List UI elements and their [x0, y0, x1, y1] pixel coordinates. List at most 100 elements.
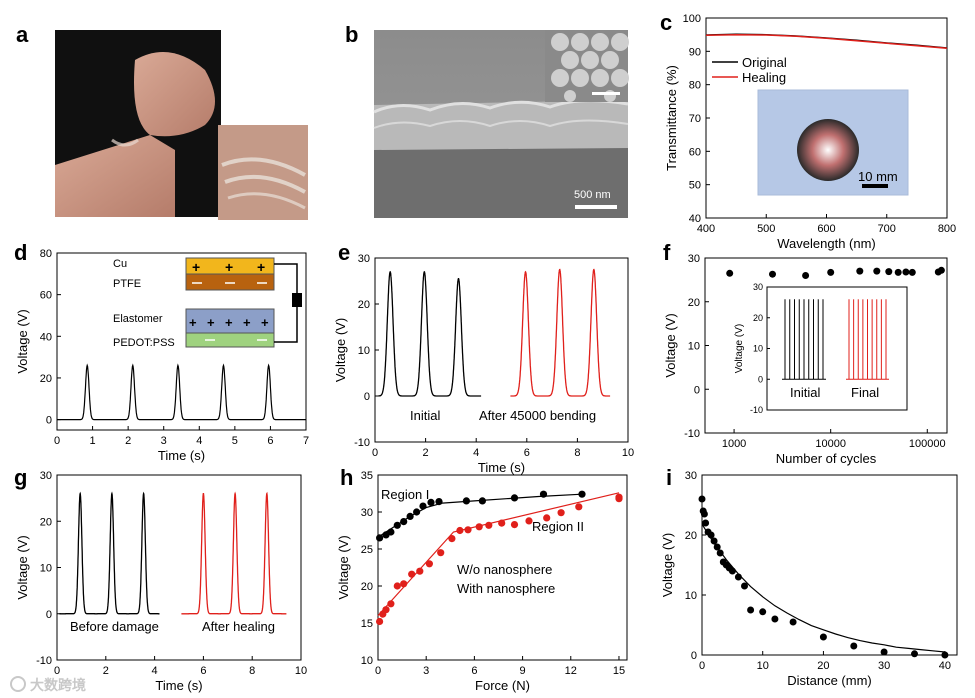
- panel-h-with-nanosphere-point: [376, 617, 384, 626]
- panel-h-with-nanosphere-point: [543, 514, 551, 522]
- panel-d-schematic-pedot-layer: [185, 332, 275, 348]
- panel-f-inset-y-tick-label: 0: [758, 374, 763, 384]
- panel-i-data-point: [710, 537, 718, 545]
- panel-d-plus-sign: +: [261, 315, 269, 330]
- panel-i-y-tick-label: 10: [685, 590, 697, 602]
- panel-i-data-point: [771, 615, 779, 623]
- panel-label-g: g: [14, 465, 27, 490]
- panel-e-y-tick-label: -10: [354, 437, 370, 449]
- panel-d-y-tick-label: 60: [40, 290, 52, 302]
- panel-c-chart: 400 500 600 700 800 40 50 60 70 80 90 100 Wavelength…: [664, 13, 956, 251]
- panel-i-data-point: [700, 510, 708, 518]
- panel-i-data-point: [698, 495, 706, 503]
- panel-i-data-point: [728, 567, 736, 575]
- panel-f-data-point: [908, 268, 916, 276]
- panel-e-x-axis-label: Time (s): [478, 460, 525, 475]
- panel-i-y-tick-label: 20: [685, 530, 697, 542]
- panel-c-y-tick-label: 40: [689, 213, 701, 225]
- panel-h-without-nanosphere-point: [435, 498, 443, 506]
- panel-i-data-point: [747, 606, 755, 614]
- panel-e-x-tick-label: 0: [372, 447, 378, 459]
- panel-f-data-point: [885, 268, 893, 276]
- panel-f-inset-y-tick-label: 10: [753, 344, 763, 354]
- panel-e-y-tick-label: 20: [358, 299, 370, 311]
- panel-g-x-axis-label: Time (s): [155, 678, 202, 693]
- panel-h-with-nanosphere-point: [485, 521, 493, 529]
- panel-f-x-tick-label: 100000: [909, 438, 946, 450]
- panel-h-y-tick-label: 10: [361, 655, 373, 667]
- panel-h-without-nanosphere-point: [406, 512, 414, 521]
- watermark: 大数跨境: [10, 676, 86, 693]
- panel-d-plus-sign: +: [243, 315, 251, 330]
- panel-f-inset-label-final: Final: [851, 385, 879, 400]
- panel-f-x-tick-label: 10000: [815, 438, 846, 450]
- panel-label-a: a: [16, 22, 29, 47]
- panel-f-y-axis-label: Voltage (V): [663, 313, 678, 377]
- panel-g-x-tick-label: 0: [54, 665, 60, 677]
- panel-i-data-point: [850, 642, 858, 650]
- panel-d-y-axis-label: Voltage (V): [15, 309, 30, 373]
- watermark-text: 大数跨境: [30, 677, 86, 693]
- panel-d-x-tick-label: 6: [267, 435, 273, 447]
- panel-g-before-damage-trace: [59, 491, 160, 615]
- panel-f-inset-y-tick-label: 30: [753, 282, 763, 292]
- panel-i-y-tick-label: 30: [685, 470, 697, 482]
- panel-d-x-tick-label: 7: [303, 435, 309, 447]
- panel-h-x-tick-label: 3: [423, 665, 429, 677]
- panel-h-legend-with: With nanosphere: [457, 581, 555, 596]
- panel-h-legend-without: W/o nanosphere: [457, 562, 552, 577]
- panel-d-plus-sign: +: [192, 259, 200, 275]
- panel-e-x-tick-label: 6: [524, 447, 530, 459]
- panel-f-inset-y-label: Voltage (V): [734, 324, 745, 373]
- panel-d-schematic-label: PEDOT:PSS: [113, 337, 175, 349]
- panel-c-x-axis-label: Wavelength (nm): [777, 236, 876, 251]
- panel-g-x-tick-label: 4: [152, 665, 158, 677]
- panel-d-plus-sign: +: [257, 259, 265, 275]
- panel-h-without-nanosphere-point: [413, 508, 421, 516]
- panel-h-x-tick-label: 0: [375, 665, 381, 677]
- panel-f-data-point: [937, 266, 945, 274]
- panel-i-x-axis-label: Distance (mm): [787, 673, 872, 688]
- panel-e-after-bending-trace: [510, 268, 611, 397]
- panel-e-x-tick-label: 4: [473, 447, 479, 459]
- panel-h-x-tick-label: 6: [471, 665, 477, 677]
- panel-g-x-tick-label: 8: [249, 665, 255, 677]
- panel-f-data-point: [802, 272, 810, 279]
- panel-d-voltage-trace: [57, 363, 306, 421]
- panel-c-x-tick-label: 400: [697, 223, 715, 235]
- panel-f-data-point: [726, 269, 734, 277]
- panel-f-y-tick-label: 10: [688, 341, 700, 353]
- panel-h-y-tick-label: 20: [361, 581, 373, 593]
- panel-i-data-point: [716, 549, 724, 557]
- panel-c-y-tick-label: 60: [689, 146, 701, 158]
- panel-h-with-nanosphere-point: [400, 580, 408, 588]
- panel-h-with-nanosphere-point: [525, 517, 533, 525]
- panel-c-legend-label: Original: [742, 55, 787, 70]
- panel-i-data-point: [734, 573, 742, 581]
- panel-d-y-tick-label: 40: [40, 331, 52, 343]
- panel-h-with-nanosphere-fit-line: [377, 492, 620, 617]
- panel-h-with-nanosphere-point: [437, 549, 445, 557]
- panel-i-data-point: [819, 633, 827, 641]
- panel-c-series-healing-line: [705, 33, 948, 50]
- panel-d-y-tick-label: 20: [40, 373, 52, 385]
- panel-h-with-nanosphere-point: [456, 526, 464, 535]
- panel-i-y-axis-label: Voltage (V): [660, 533, 675, 597]
- panel-d-x-tick-label: 0: [54, 435, 60, 447]
- panel-f-data-point: [769, 270, 776, 278]
- panel-h-with-nanosphere-point: [425, 560, 433, 568]
- panel-label-e: e: [338, 240, 350, 265]
- panel-i-x-tick-label: 40: [939, 660, 951, 672]
- panel-f-data-point: [873, 267, 881, 275]
- panel-i-x-tick-label: 30: [878, 660, 890, 672]
- panel-h-without-nanosphere-point: [419, 502, 427, 510]
- panel-i-data-point: [911, 650, 918, 658]
- panel-i-chart: 0 10 20 30 40 0 10 20 30 Distance (mm) Voltage (V): [660, 470, 958, 688]
- panel-h-without-nanosphere-point: [478, 497, 486, 505]
- panel-f-y-tick-label: 0: [694, 384, 700, 396]
- panel-d-x-tick-label: 1: [90, 435, 96, 447]
- panel-g-y-tick-label: 0: [46, 609, 52, 621]
- panel-f-data-point: [902, 268, 910, 276]
